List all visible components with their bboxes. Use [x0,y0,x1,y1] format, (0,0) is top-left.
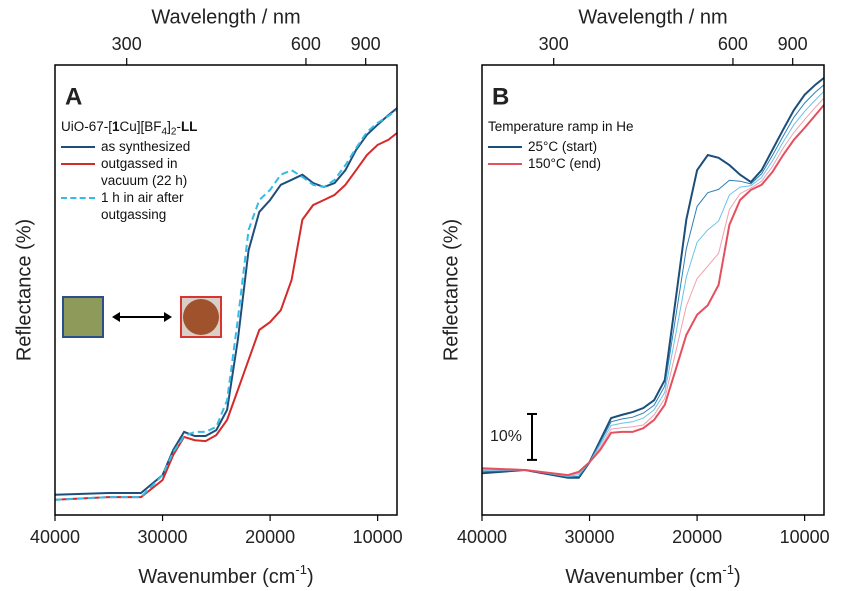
x-tick-label: 20000 [672,527,722,547]
x-axis-label: Wavenumber (cm-1) [565,562,740,588]
legend-title-part: 4 [161,126,168,138]
legend-entry: 25°C (start) [488,138,673,155]
plot-frame [481,64,825,516]
x2-tick-label: 300 [112,34,142,54]
legend-title-part: 1 [112,119,120,134]
legend-title-part: ] [167,119,171,134]
legend-title: Temperature ramp in He [488,119,634,134]
x-tick-label: 20000 [245,527,295,547]
data-line [54,107,398,496]
legend: Temperature ramp in He 25°C (start) 150°C … [488,118,673,172]
legend-entry: 150°C (end) [488,155,673,172]
legend-entry: outgassed in vacuum (22 h) [61,155,246,189]
data-line [481,104,825,477]
x-axis-label-part: Wavenumber (cm [138,566,295,588]
sample-photos [62,296,222,338]
panel-letter: B [492,83,509,110]
x-axis-label-part: Wavenumber (cm [565,566,722,588]
legend-swatch [488,163,522,165]
x2-tick-label: 900 [778,34,808,54]
x-tick-label: 30000 [138,527,188,547]
panel-letter: A [65,83,82,110]
x-tick-label: 40000 [30,527,80,547]
x2-tick-label: 900 [351,34,381,54]
legend-swatch [61,146,95,148]
data-line [54,132,398,501]
green-sample [62,296,104,338]
x2-tick-label: 600 [291,34,321,54]
arrow-head [164,312,172,322]
legend-label: 1 h in air after outgassing [101,190,184,222]
x-tick-label: 30000 [565,527,615,547]
x2-tick-label: 300 [539,34,569,54]
red-sample [183,299,219,335]
data-line [54,109,398,501]
x2-axis-label: Wavelength / nm [151,6,300,28]
data-line [481,90,825,477]
legend-title-part: Cu][BF [119,119,162,134]
legend-label: 150°C (end) [528,156,601,171]
legend-title-part: LL [180,119,198,134]
legend-title-part: 2 [170,126,177,138]
legend-title-part: UiO-67-[ [61,119,113,134]
x2-tick-label: 600 [718,34,748,54]
legend-label: as synthesized [101,139,191,154]
legend-swatch [488,146,522,148]
legend-label: 25°C (start) [528,139,598,154]
x-tick-label: 10000 [780,527,830,547]
legend-swatch [61,197,95,199]
legend-label: outgassed in vacuum (22 h) [101,156,188,188]
x-tick-label: 10000 [353,527,403,547]
x-axis-label-part: ) [307,566,314,588]
legend-title: UiO-67-[1Cu][BF4]2-LL [61,118,246,138]
x-axis-label-part: ) [734,566,741,588]
x-axis-label-part: -1 [295,562,307,577]
arrow-head [112,312,120,322]
legend-title-part: - [176,119,181,134]
legend-swatch [61,163,95,165]
legend: UiO-67-[1Cu][BF4]2-LL as synthesized outga… [61,118,246,223]
plot-frame [54,64,398,516]
x2-axis-label: Wavelength / nm [578,6,727,28]
x-axis-label: Wavenumber (cm-1) [138,562,313,588]
y-axis-label: Reflectance (%) [13,219,35,361]
x-tick-label: 40000 [457,527,507,547]
y-axis-label: Reflectance (%) [440,219,462,361]
legend-entry: as synthesized [61,138,246,155]
x-axis-label-part: -1 [722,562,734,577]
scale-label: 10% [490,428,522,445]
legend-entry: 1 h in air after outgassing [61,189,246,223]
